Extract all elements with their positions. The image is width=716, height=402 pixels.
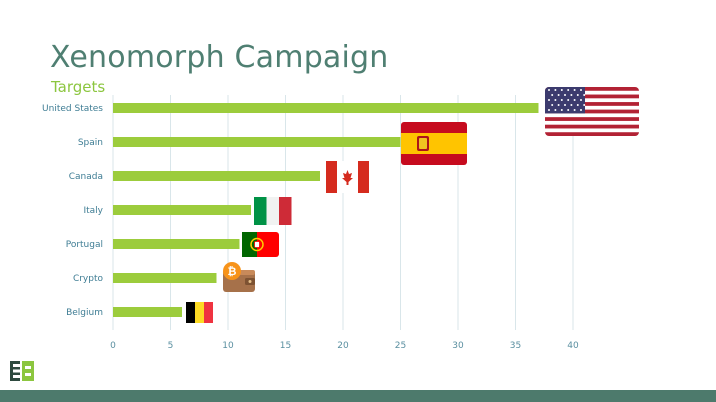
flag-italy-icon <box>254 197 292 225</box>
category-label: Spain <box>78 138 103 148</box>
chart-title: Xenomorph Campaign <box>50 40 389 75</box>
flag-portugal-icon <box>242 232 279 257</box>
x-tick-label: 15 <box>280 341 291 351</box>
chart-subtitle: Targets <box>51 78 106 96</box>
x-tick-label: 20 <box>337 341 349 351</box>
flag-canada-icon <box>326 161 369 193</box>
x-tick-label: 40 <box>567 341 579 351</box>
x-tick-label: 35 <box>510 341 521 351</box>
category-label: Belgium <box>66 308 103 318</box>
flag-usa-icon <box>545 87 639 136</box>
bars <box>113 103 539 317</box>
footer-bar <box>0 390 716 402</box>
bar <box>113 239 240 249</box>
flag-spain-icon <box>401 122 467 165</box>
x-tick-label: 5 <box>168 341 174 351</box>
flag-belgium-icon <box>186 302 213 323</box>
bar <box>113 171 320 181</box>
x-tick-label: 30 <box>452 341 464 351</box>
bar <box>113 205 251 215</box>
bar <box>113 307 182 317</box>
category-label: United States <box>42 104 103 114</box>
x-tick-label: 0 <box>110 341 116 351</box>
category-label: Portugal <box>66 240 103 250</box>
bar-icons: ₿ <box>186 87 639 323</box>
bar <box>113 137 401 147</box>
company-logo-icon <box>10 361 34 381</box>
svg-text:₿: ₿ <box>228 265 237 278</box>
x-tick-labels: 0 5 10 15 20 25 30 35 40 <box>110 341 579 351</box>
bitcoin-wallet-icon: ₿ <box>223 262 255 292</box>
category-label: Italy <box>83 206 103 216</box>
category-label: Crypto <box>73 274 104 284</box>
category-labels: United States Spain Canada Italy Portugal Cry… <box>42 104 104 318</box>
category-label: Canada <box>69 172 103 182</box>
x-tick-label: 25 <box>395 341 406 351</box>
bar <box>113 273 217 283</box>
bar <box>113 103 539 113</box>
x-tick-label: 10 <box>222 341 234 351</box>
